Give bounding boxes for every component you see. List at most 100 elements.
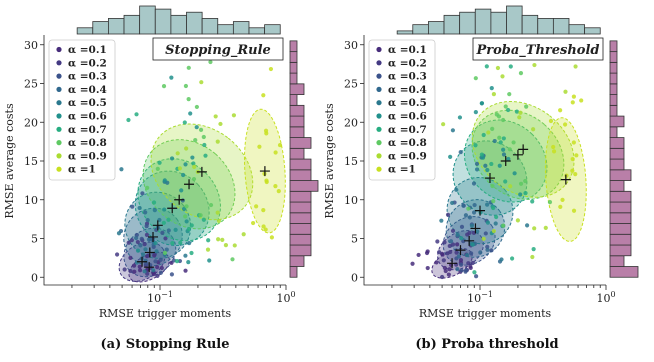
axes <box>43 35 286 286</box>
scatter-points <box>410 46 584 280</box>
y-histogram-bar <box>609 244 632 257</box>
point-alpha-0.8 <box>208 202 214 208</box>
point-alpha-0.7 <box>178 240 183 245</box>
point-alpha-0.5 <box>454 187 459 192</box>
point-alpha-0.8 <box>198 213 203 218</box>
point-alpha-0.6 <box>183 162 188 167</box>
x-histogram-bar <box>201 18 219 35</box>
point-alpha-0.6 <box>135 248 141 253</box>
point-alpha-0.8 <box>518 71 524 76</box>
point-alpha-0.6 <box>470 242 475 247</box>
point-alpha-0.3 <box>463 269 468 274</box>
legend-marker <box>56 46 62 53</box>
x-histogram-bar <box>552 18 570 35</box>
x-histogram-bar <box>584 27 601 35</box>
mean-marker-alpha-0.1 <box>447 258 458 269</box>
point-alpha-0.9 <box>481 236 486 241</box>
mean-marker-alpha-0.2 <box>455 245 466 256</box>
point-alpha-0.1 <box>443 268 448 274</box>
x-histogram-bar <box>396 30 414 35</box>
point-alpha-0.1 <box>132 263 137 268</box>
point-alpha-0.1 <box>455 242 460 247</box>
point-alpha-0.5 <box>474 167 480 172</box>
y-histogram-bar <box>609 126 618 138</box>
y-histogram-bar <box>289 223 312 235</box>
y-tick-label: 25 <box>24 78 38 91</box>
point-alpha-0.6 <box>501 147 506 152</box>
point-alpha-0.5 <box>483 163 488 168</box>
y-histogram-bar <box>609 190 632 203</box>
point-alpha-0.8 <box>507 92 512 97</box>
point-alpha-0.9 <box>543 225 548 230</box>
x-histogram-bar <box>264 24 281 35</box>
mean-marker-alpha-0.4 <box>470 223 481 234</box>
title-box-frame <box>472 37 604 61</box>
y-histogram-bar <box>289 137 312 149</box>
point-alpha-0.8 <box>183 83 189 89</box>
x-tick-exponent: −1 <box>481 290 493 299</box>
point-alpha-0.7 <box>530 199 535 204</box>
point-alpha-0.6 <box>179 188 184 193</box>
point-alpha-0.4 <box>180 198 185 203</box>
point-alpha-0.9 <box>205 247 211 252</box>
point-alpha-0.6 <box>184 219 189 224</box>
point-alpha-0.8 <box>507 147 512 152</box>
point-alpha-0.5 <box>183 253 188 258</box>
confidence-ellipses <box>431 100 587 279</box>
legend-label: α =0.1 <box>68 44 107 56</box>
x-tick-label: 100 <box>276 290 295 305</box>
point-alpha-0.3 <box>483 231 488 236</box>
x-histogram-bar <box>459 11 476 35</box>
point-alpha-0.3 <box>469 251 474 256</box>
legend-label: α =0.3 <box>68 71 107 83</box>
point-alpha-0.1 <box>137 268 143 273</box>
legend-frame <box>48 39 116 181</box>
legend-frame <box>368 39 436 181</box>
point-alpha-0.3 <box>153 259 158 264</box>
point-alpha-0.5 <box>450 128 455 133</box>
y-tick-label: 5 <box>31 233 38 246</box>
point-alpha-0.7 <box>170 241 175 246</box>
point-alpha-0.8 <box>503 104 508 109</box>
point-alpha-0.9 <box>508 184 513 189</box>
point-alpha-1 <box>574 153 579 158</box>
point-alpha-0.8 <box>547 200 553 205</box>
point-alpha-0.6 <box>169 156 175 161</box>
point-alpha-0.2 <box>440 274 445 280</box>
legend: α =0.1α =0.2α =0.3α =0.4α =0.5α =0.6α =0… <box>368 39 436 181</box>
y-histogram-bar <box>289 212 312 224</box>
point-alpha-1 <box>261 224 266 229</box>
x-histogram <box>396 5 601 35</box>
y-tick-label: 30 <box>24 39 38 52</box>
point-alpha-0.5 <box>116 231 122 236</box>
x-tick-label: 10−1 <box>467 290 493 305</box>
point-alpha-0.2 <box>155 273 160 279</box>
legend-label: α =0.5 <box>68 97 107 109</box>
point-alpha-0.1 <box>183 268 188 273</box>
point-alpha-0.9 <box>232 243 237 248</box>
point-alpha-0.1 <box>425 265 430 271</box>
point-alpha-0.1 <box>447 267 452 272</box>
x-axis-title: RMSE trigger moments <box>419 307 552 320</box>
y-histogram-bar <box>289 266 298 278</box>
point-alpha-0.7 <box>479 152 484 157</box>
point-alpha-1 <box>551 144 556 150</box>
point-alpha-0.1 <box>410 261 415 266</box>
mean-marker-alpha-0.4 <box>148 231 159 242</box>
y-histogram-bar <box>289 201 312 214</box>
point-alpha-1 <box>548 118 554 124</box>
point-alpha-0.2 <box>470 260 475 266</box>
x-histogram-bar <box>154 8 172 35</box>
legend-marker <box>376 100 382 106</box>
legend-marker <box>376 126 382 132</box>
point-alpha-0.5 <box>501 152 507 157</box>
y-histogram-bar <box>289 180 319 192</box>
x-histogram-bar <box>568 24 586 35</box>
point-alpha-1 <box>570 168 575 173</box>
y-tick-label: 10 <box>24 194 38 207</box>
point-alpha-0.7 <box>157 160 162 165</box>
legend-label: α =0.8 <box>68 137 107 149</box>
point-alpha-0.7 <box>503 179 508 184</box>
mean-marker-alpha-0.5 <box>152 220 163 231</box>
point-alpha-0.3 <box>139 236 144 241</box>
